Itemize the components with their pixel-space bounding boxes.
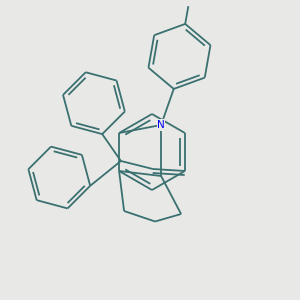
Text: N: N (157, 120, 165, 130)
